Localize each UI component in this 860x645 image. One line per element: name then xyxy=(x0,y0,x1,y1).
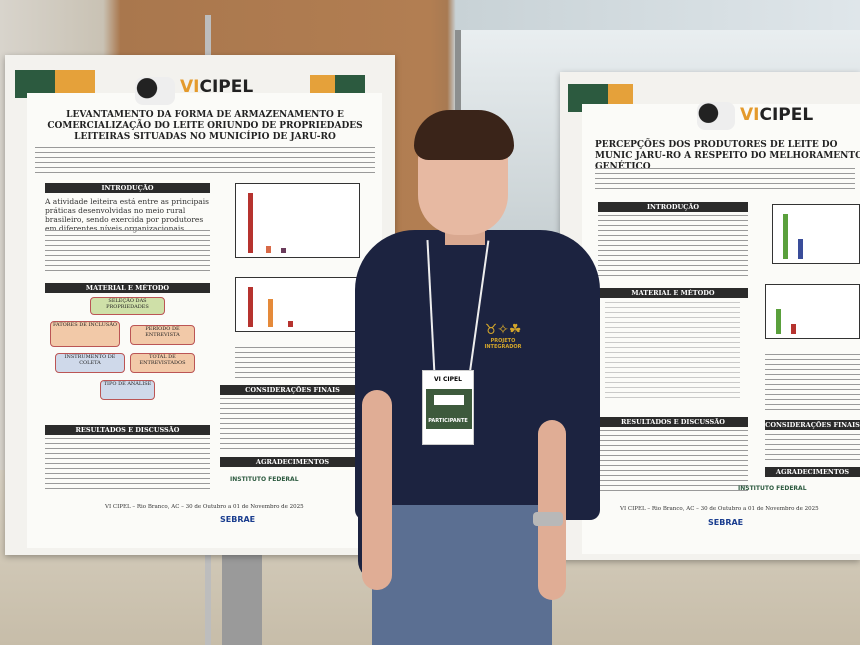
section-header: MATERIAL E MÉTODO xyxy=(45,283,210,293)
section-header: MATERIAL E MÉTODO xyxy=(598,288,748,298)
left-arm xyxy=(362,390,392,590)
right-arm xyxy=(538,420,566,600)
wristwatch xyxy=(533,512,563,526)
vicipel-logo: VICIPEL xyxy=(180,77,254,97)
section-header: RESULTADOS E DISCUSSÃO xyxy=(598,417,748,427)
right-poster: VICIPEL PERCEPÇÕES DOS PRODUTORES DE LEI… xyxy=(560,72,860,560)
sponsor-logo: SEBRAE xyxy=(220,515,256,524)
section-header: INTRODUÇÃO xyxy=(45,183,210,193)
shirt-logo: ♉✧☘ PROJETO INTEGRADOR xyxy=(484,322,522,350)
bar-chart-3 xyxy=(772,204,860,264)
method-box: SELEÇÃO DAS PROPRIEDADES xyxy=(90,297,165,315)
left-poster: VICIPEL LEVANTAMENTO DA FORMA DE ARMAZEN… xyxy=(5,55,395,555)
method-box: TOTAL DE ENTREVISTADOS xyxy=(130,353,195,373)
bar-chart-1 xyxy=(235,183,360,258)
sponsor-logo: INSTITUTO FEDERAL xyxy=(230,476,299,483)
bar-chart-2 xyxy=(235,277,360,332)
jeans xyxy=(372,505,552,645)
poster-footer: VI CIPEL – Rio Branco, AC – 30 de Outubr… xyxy=(620,506,819,512)
poster-title: PERCEPÇÕES DOS PRODUTORES DE LEITE DO MU… xyxy=(595,140,860,172)
method-box: INSTRUMENTO DE COLETA xyxy=(55,353,125,373)
sponsor-logo: SEBRAE xyxy=(708,518,744,527)
poster-footer: VI CIPEL – Rio Branco, AC – 30 de Outubr… xyxy=(105,504,304,510)
method-box: TIPO DE ANÁLISE xyxy=(100,380,155,400)
section-header: INTRODUÇÃO xyxy=(598,202,748,212)
section-header: CONSIDERAÇÕES FINAIS xyxy=(765,420,860,430)
cow-logo-icon xyxy=(135,77,175,105)
sponsor-logo: INSTITUTO FEDERAL xyxy=(738,485,807,492)
poster-title: LEVANTAMENTO DA FORMA DE ARMAZENAMENTO E… xyxy=(47,110,363,142)
intro-text: A atividade leiteira está entre as princ… xyxy=(45,197,210,233)
poster-stand-base xyxy=(222,555,262,645)
bar-chart-4 xyxy=(765,284,860,339)
section-header: CONSIDERAÇÕES FINAIS xyxy=(220,385,365,395)
cow-logo-icon xyxy=(697,102,735,130)
method-box: PERÍODO DE ENTREVISTA xyxy=(130,325,195,345)
vicipel-logo: VICIPEL xyxy=(740,105,814,125)
hair xyxy=(414,110,514,160)
event-badge: VI CIPEL PARTICIPANTE xyxy=(422,370,474,445)
method-box: FATORES DE INCLUSÃO xyxy=(50,321,120,347)
section-header: AGRADECIMENTOS xyxy=(220,457,365,467)
section-header: RESULTADOS E DISCUSSÃO xyxy=(45,425,210,435)
section-header: AGRADECIMENTOS xyxy=(765,467,860,477)
